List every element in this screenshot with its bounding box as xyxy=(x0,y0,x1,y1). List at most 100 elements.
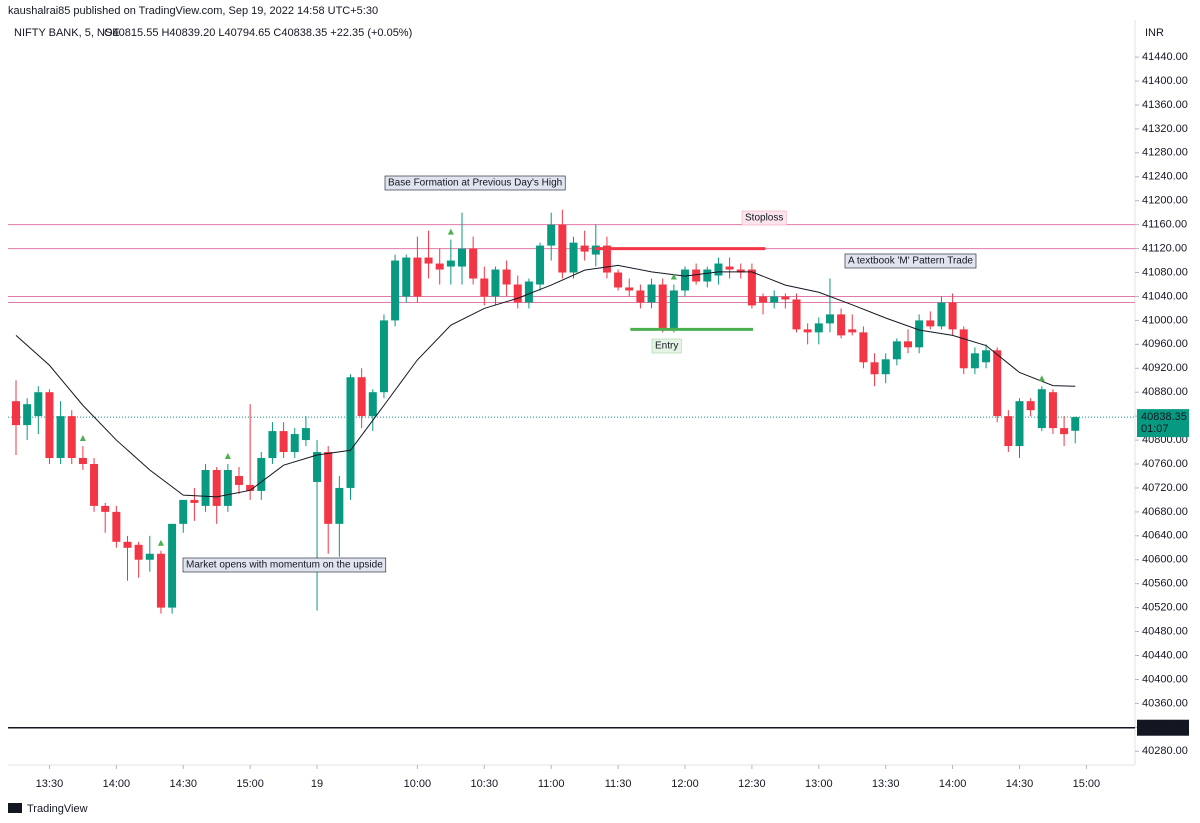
candle-body xyxy=(669,290,678,330)
candle-body xyxy=(580,245,589,252)
candle-body xyxy=(1060,428,1069,435)
y-tick-label: 40960.00 xyxy=(1142,338,1188,350)
brand: TradingView xyxy=(27,803,88,815)
candle-body xyxy=(446,260,455,267)
currency: INR xyxy=(1145,27,1164,39)
x-tick-label: 15:00 xyxy=(1073,778,1101,790)
candle-body xyxy=(335,487,344,524)
candle-body xyxy=(736,269,745,273)
annotation-box xyxy=(844,253,977,269)
candle-body xyxy=(201,469,210,506)
y-tick-label: 41200.00 xyxy=(1142,195,1188,207)
candle-body xyxy=(1015,401,1024,447)
y-tick-label: 41040.00 xyxy=(1142,290,1188,302)
candle-body xyxy=(803,329,812,333)
candle-body xyxy=(112,511,121,542)
ohlc: O40815.55 H40839.20 L40794.65 C40838.35 … xyxy=(104,27,412,39)
candle-body xyxy=(469,248,478,279)
brand-logo xyxy=(8,803,22,813)
y-tick-label: 40720.00 xyxy=(1142,482,1188,494)
candle-body xyxy=(78,458,87,465)
candle-body xyxy=(246,484,255,491)
candle-body xyxy=(313,452,322,482)
y-tick-label: 40520.00 xyxy=(1142,602,1188,614)
x-tick-label: 10:00 xyxy=(404,778,432,790)
candle-body xyxy=(536,245,545,285)
candle-body xyxy=(67,416,76,459)
annotation-box xyxy=(384,175,566,191)
candle-body xyxy=(959,329,968,369)
candle-body xyxy=(212,469,221,506)
y-tick-label: 40600.00 xyxy=(1142,554,1188,566)
y-tick-label: 41320.00 xyxy=(1142,123,1188,135)
candle-body xyxy=(145,553,154,560)
candle-body xyxy=(23,404,32,426)
candle-body xyxy=(134,544,143,560)
symbol: NIFTY BANK, 5, NSE xyxy=(14,27,120,39)
candle-body xyxy=(235,475,243,485)
candle-body xyxy=(391,260,400,321)
y-tick-label: 41440.00 xyxy=(1142,51,1188,63)
candle-body xyxy=(547,224,556,246)
candle-body xyxy=(982,350,991,363)
candle-body xyxy=(402,257,411,297)
candle-body xyxy=(681,269,689,291)
candle-body xyxy=(948,302,957,330)
candle-body xyxy=(290,434,299,453)
candle-body xyxy=(357,377,366,417)
candle-body xyxy=(792,299,801,330)
annotation: Stoploss xyxy=(745,213,783,224)
candle-body xyxy=(101,505,110,512)
candle-body xyxy=(770,296,779,303)
candle-body xyxy=(937,302,946,327)
signal-up xyxy=(224,453,231,460)
candle-body xyxy=(513,284,522,303)
candle-body xyxy=(368,392,377,417)
candle-body xyxy=(825,314,834,324)
candle-body xyxy=(480,278,489,297)
x-tick-label: 14:00 xyxy=(939,778,967,790)
x-tick-label: 11:00 xyxy=(538,778,565,790)
signal-up xyxy=(1038,375,1045,382)
candle-body xyxy=(34,392,43,417)
price-tag xyxy=(1137,409,1189,438)
candle-body xyxy=(324,452,333,524)
annotation-box xyxy=(182,557,387,573)
candle-body xyxy=(379,320,388,393)
y-tick-label: 40480.00 xyxy=(1142,625,1188,637)
y-tick-label: 41400.00 xyxy=(1142,75,1188,87)
y-tick-label: 40680.00 xyxy=(1142,506,1188,518)
y-tick-label: 41000.00 xyxy=(1142,314,1188,326)
signal-up xyxy=(157,539,164,546)
y-tick-label: 40880.00 xyxy=(1142,386,1188,398)
price-tag-label: 40319.30 xyxy=(1141,722,1187,734)
candle-body xyxy=(725,266,734,270)
candle-body xyxy=(848,329,857,333)
candle-body xyxy=(881,359,890,375)
candle-body xyxy=(156,553,165,608)
y-tick-label: 40280.00 xyxy=(1142,745,1188,757)
candle-body xyxy=(268,431,277,459)
candle-body xyxy=(424,257,433,264)
candle-body xyxy=(837,314,846,336)
x-tick-label: 15:00 xyxy=(236,778,264,790)
y-tick-label: 40920.00 xyxy=(1142,362,1188,374)
x-tick-label: 12:00 xyxy=(671,778,699,790)
candle-body xyxy=(1071,417,1080,431)
y-tick-label: 41240.00 xyxy=(1142,171,1188,183)
candle-body xyxy=(413,257,422,297)
candle-body xyxy=(647,284,656,303)
x-tick-label: 14:30 xyxy=(1006,778,1034,790)
candle-body xyxy=(993,350,1002,417)
candle-body xyxy=(179,499,188,524)
candle-body xyxy=(1026,401,1035,411)
x-tick-label: 14:30 xyxy=(169,778,197,790)
candle-body xyxy=(759,296,768,303)
x-tick-label: 14:00 xyxy=(103,778,131,790)
published-line: kaushalrai85 published on TradingView.co… xyxy=(8,5,378,17)
candle-body xyxy=(168,523,177,608)
x-tick-label: 13:00 xyxy=(805,778,833,790)
candle-body xyxy=(970,353,979,369)
price-tag-label: 40838.35 xyxy=(1141,411,1187,423)
candle-body xyxy=(915,320,924,348)
